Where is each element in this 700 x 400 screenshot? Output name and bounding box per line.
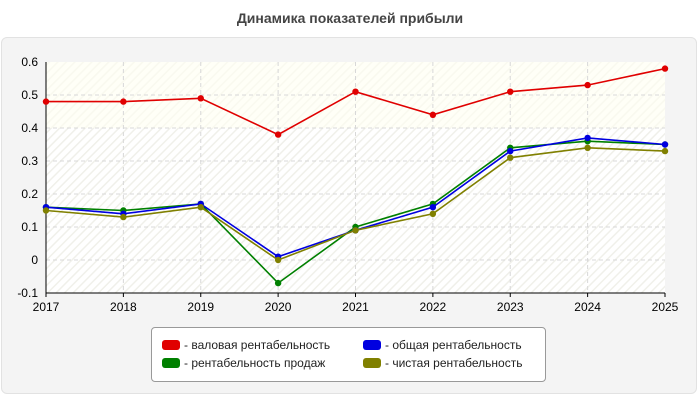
- y-tick-label: 0.1: [21, 220, 38, 234]
- legend-label-3: - чистая рентабельность: [385, 356, 523, 370]
- data-point-s0-8: [661, 65, 669, 72]
- y-tick-label: 0.4: [21, 121, 38, 135]
- legend: - валовая рентабельность - общая рентабел…: [151, 327, 546, 382]
- x-tick-label: 2019: [187, 300, 214, 314]
- y-tick-label: -0.1: [17, 286, 38, 300]
- y-tick-label: 0.6: [21, 55, 38, 69]
- x-tick-label: 2018: [110, 300, 137, 314]
- data-point-s3-1: [120, 213, 127, 221]
- legend-item-1: - общая рентабельность: [363, 337, 522, 353]
- legend-label-2: - рентабельность продаж: [184, 356, 326, 370]
- data-point-s0-2: [197, 95, 204, 102]
- x-tick-label: 2023: [497, 300, 524, 314]
- data-point-s0-5: [429, 111, 437, 119]
- legend-swatch-0: [162, 340, 180, 350]
- y-tick-label: 0.5: [21, 88, 38, 102]
- legend-swatch-3: [363, 358, 381, 368]
- x-tick-label: 2025: [652, 300, 679, 314]
- chart-title: Динамика показателей прибыли: [236, 10, 464, 26]
- data-point-s0-6: [507, 88, 514, 95]
- data-point-s0-4: [352, 88, 359, 95]
- x-tick-label: 2024: [574, 300, 601, 314]
- data-point-s0-3: [274, 131, 282, 138]
- legend-label-0: - валовая рентабельность: [184, 338, 331, 352]
- legend-item-0: - валовая рентабельность: [162, 337, 330, 353]
- data-point-s0-1: [120, 98, 127, 105]
- y-tick-label: 0.2: [21, 187, 38, 201]
- data-point-s3-0: [42, 207, 50, 214]
- data-point-s1-8: [661, 141, 669, 148]
- data-point-s3-4: [352, 227, 359, 234]
- legend-item-3: - чистая рентабельность: [363, 355, 522, 371]
- data-point-s3-2: [197, 204, 204, 211]
- x-tick-label: 2022: [420, 300, 447, 314]
- legend-item-2: - рентабельность продаж: [162, 355, 325, 371]
- data-point-s3-5: [429, 210, 437, 217]
- legend-swatch-1: [363, 340, 381, 350]
- data-point-s1-5: [429, 204, 437, 211]
- data-point-s3-7: [584, 144, 591, 151]
- y-tick-label: 0: [31, 253, 38, 267]
- x-tick-label: 2020: [265, 300, 292, 314]
- data-point-s3-6: [507, 154, 514, 161]
- data-point-s3-8: [661, 147, 669, 155]
- x-tick-label: 2021: [342, 300, 369, 314]
- legend-swatch-2: [162, 358, 180, 368]
- y-tick-label: 0.3: [21, 154, 38, 168]
- data-point-s1-6: [507, 147, 514, 155]
- legend-label-1: - общая рентабельность: [385, 338, 522, 352]
- x-tick-label: 2017: [33, 300, 60, 314]
- data-point-s0-7: [584, 81, 591, 89]
- data-point-s3-3: [274, 256, 282, 264]
- data-point-s1-7: [584, 134, 591, 142]
- data-point-s0-0: [42, 98, 50, 105]
- data-point-s2-3: [274, 279, 282, 287]
